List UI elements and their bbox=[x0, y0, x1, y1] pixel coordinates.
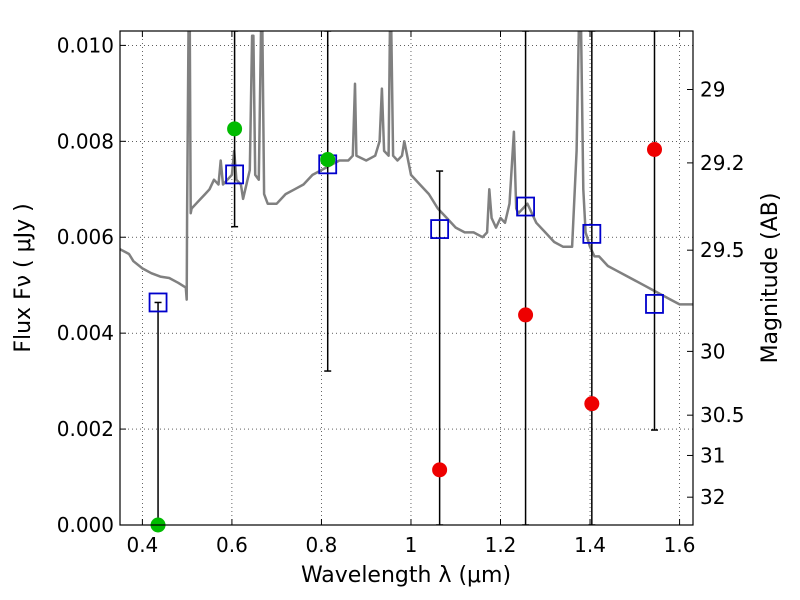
y-tick-label: 0.010 bbox=[57, 33, 114, 57]
model-photometry-marker bbox=[645, 293, 664, 314]
x-axis-label: Wavelength λ (μm) bbox=[301, 563, 511, 588]
measurement-marker bbox=[584, 396, 600, 412]
model-photometry-marker bbox=[148, 292, 168, 313]
y2-tick-label: 29.5 bbox=[700, 238, 745, 262]
x-tick-label: 1 bbox=[405, 533, 418, 557]
y2-tick-label: 32 bbox=[700, 485, 725, 509]
y-tick-label: 0.002 bbox=[57, 417, 114, 441]
y2-tick-label: 31 bbox=[700, 443, 725, 467]
detection-marker bbox=[320, 152, 336, 168]
y2-tick-label: 30 bbox=[700, 339, 725, 363]
grid-lines bbox=[120, 31, 693, 526]
measurement-marker bbox=[518, 307, 534, 323]
y2-tick-label: 29 bbox=[700, 78, 725, 102]
x-tick-label: 0.6 bbox=[216, 533, 248, 557]
y-tick-label: 0.000 bbox=[57, 513, 114, 537]
x-tick-label: 0.4 bbox=[126, 533, 158, 557]
model-photometry-marker bbox=[225, 164, 245, 185]
model-spectrum-line bbox=[120, 31, 693, 306]
model-photometry-marker bbox=[582, 223, 602, 244]
y-tick-label: 0.008 bbox=[57, 129, 114, 153]
measurement-marker bbox=[647, 141, 663, 157]
x-tick-label: 1.4 bbox=[574, 533, 606, 557]
detection-marker bbox=[227, 121, 243, 137]
model-photometry-marker bbox=[430, 219, 450, 239]
model-photometry-marker bbox=[516, 196, 535, 217]
measurement-marker bbox=[432, 462, 448, 478]
x-tick-label: 0.8 bbox=[306, 533, 338, 557]
y2-tick-label: 30.5 bbox=[700, 403, 745, 427]
y-tick-label: 0.004 bbox=[57, 321, 114, 345]
plot-frame bbox=[119, 30, 694, 526]
markers bbox=[148, 121, 664, 533]
y-axis-label: Flux Fν ( μJy ) bbox=[11, 203, 36, 352]
x-tick-label: 1.2 bbox=[485, 533, 517, 557]
axis-ticks: 0.4 0.6 0.8 1 1.2 1.4 1.6 0.000 0.002 0.004 0.006 0… bbox=[57, 31, 745, 557]
model-spectrum bbox=[120, 31, 693, 306]
y-tick-label: 0.006 bbox=[57, 225, 114, 249]
y2-axis-label: Magnitude (AB) bbox=[758, 193, 783, 364]
y2-tick-label: 29.2 bbox=[700, 151, 745, 175]
x-tick-label: 1.6 bbox=[664, 533, 696, 557]
